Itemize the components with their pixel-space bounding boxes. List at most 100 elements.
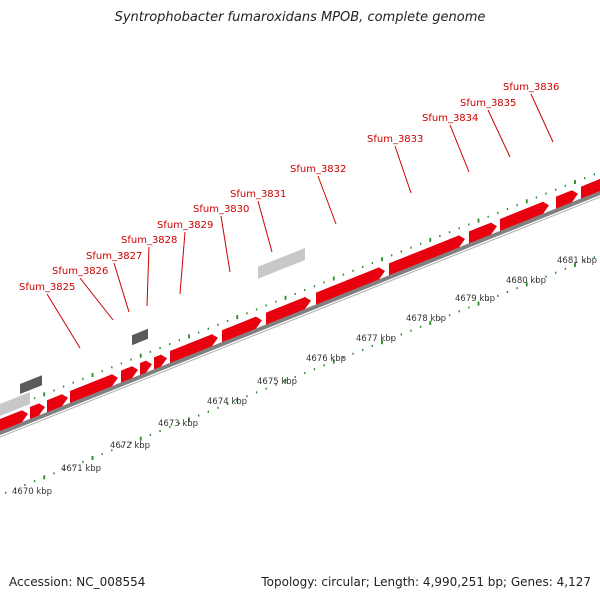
gene-label-pointer xyxy=(179,231,186,295)
cds-feature-9 xyxy=(266,293,316,325)
gene-label-pointer xyxy=(394,145,412,194)
cds-feature-11 xyxy=(389,231,470,276)
grey-feature-mid xyxy=(258,244,310,279)
cds-feature-15-body xyxy=(581,179,600,199)
cds-feature-1-body xyxy=(30,403,45,419)
cds-feature-10 xyxy=(316,263,390,305)
gene-label: Sfum_3834 xyxy=(422,113,478,124)
cds-feature-13 xyxy=(500,197,554,231)
dark-feature-left-highlight xyxy=(20,371,47,384)
scale-label: 4672 kbp xyxy=(110,441,150,451)
scale-label: 4679 kbp xyxy=(455,294,495,304)
dark-feature-mid xyxy=(132,324,153,346)
gene-label-pointer xyxy=(257,200,273,253)
grey-feature-left xyxy=(0,388,35,416)
gene-label-pointer xyxy=(79,277,114,321)
gene-label: Sfum_3830 xyxy=(193,204,249,215)
gene-label-pointer xyxy=(146,246,150,307)
cds-feature-2-body xyxy=(47,394,68,413)
gene-label: Sfum_3836 xyxy=(503,82,559,93)
cds-feature-8-body xyxy=(222,316,262,343)
cds-feature-15 xyxy=(581,177,600,199)
cds-feature-9-highlight xyxy=(266,293,316,313)
cds-feature-12-highlight xyxy=(469,218,502,232)
cds-feature-8-highlight xyxy=(222,312,267,331)
scale-label: 4676 kbp xyxy=(306,354,346,364)
accession-text: Accession: NC_008554 xyxy=(9,575,146,589)
cds-feature-1 xyxy=(30,399,50,419)
cds-feature-11-highlight xyxy=(389,231,470,264)
gene-label: Sfum_3835 xyxy=(460,98,516,109)
dark-feature-left xyxy=(20,371,47,394)
grey-feature-left-highlight xyxy=(0,388,35,404)
cds-feature-12-body xyxy=(469,222,497,244)
cds-feature-0-body xyxy=(0,410,28,432)
cds-feature-4-highlight xyxy=(121,362,143,371)
scale-label: 4673 kbp xyxy=(158,419,198,429)
gene-label-pointer xyxy=(449,124,470,173)
gene-label-pointer xyxy=(317,175,337,225)
scale-label: 4670 kbp xyxy=(12,487,52,497)
cds-feature-14-highlight xyxy=(556,186,583,197)
cds-feature-6 xyxy=(154,350,172,370)
cds-feature-14-body xyxy=(556,190,578,209)
cds-feature-13-highlight xyxy=(500,197,554,219)
cds-feature-2 xyxy=(47,390,73,413)
grey-feature-left-body xyxy=(0,392,30,416)
gene-label-pointer xyxy=(220,215,231,273)
cds-feature-3 xyxy=(70,370,123,403)
cds-feature-12 xyxy=(469,218,502,244)
gene-label: Sfum_3828 xyxy=(121,235,177,246)
gene-label: Sfum_3831 xyxy=(230,189,286,200)
cds-feature-7 xyxy=(170,330,223,363)
gene-label: Sfum_3826 xyxy=(52,266,108,277)
cds-feature-0-highlight xyxy=(0,406,33,420)
cds-feature-3-body xyxy=(70,374,118,403)
grey-feature-mid-body xyxy=(258,248,305,279)
cds-feature-10-highlight xyxy=(316,263,390,293)
cds-feature-15-highlight xyxy=(581,177,600,187)
gene-label-pointer xyxy=(46,293,81,349)
gene-label: Sfum_3829 xyxy=(157,220,213,231)
scale-label: 4678 kbp xyxy=(406,314,446,324)
map-title: Syntrophobacter fumaroxidans MPOB, compl… xyxy=(114,10,486,25)
cds-feature-6-highlight xyxy=(154,350,172,359)
cds-feature-5-highlight xyxy=(140,356,157,365)
dark-feature-left-body xyxy=(20,375,42,394)
scale-label: 4680 kbp xyxy=(506,276,546,286)
cds-feature-2-highlight xyxy=(47,390,73,401)
cds-feature-13-body xyxy=(500,201,549,231)
gene-label: Sfum_3833 xyxy=(367,134,423,145)
gene-label-pointer xyxy=(530,93,554,143)
dark-feature-mid-body xyxy=(132,328,148,346)
backbone-shadow xyxy=(0,196,600,438)
scale-label: 4675 kbp xyxy=(257,377,297,387)
backbone-line xyxy=(0,190,600,436)
genome-summary-text: Topology: circular; Length: 4,990,251 bp… xyxy=(261,575,591,589)
cds-feature-4-body xyxy=(121,366,138,383)
cds-feature-6-body xyxy=(154,354,167,370)
gene-label: Sfum_3832 xyxy=(290,164,346,175)
cds-feature-3-highlight xyxy=(70,370,123,391)
cds-feature-0 xyxy=(0,406,33,432)
dark-feature-mid-highlight xyxy=(132,324,153,336)
cds-feature-4 xyxy=(121,362,143,383)
scale-label: 4674 kbp xyxy=(207,397,247,407)
cds-feature-7-highlight xyxy=(170,330,223,351)
gene-label: Sfum_3825 xyxy=(19,282,75,293)
gene-label-pointer xyxy=(113,262,130,313)
gene-label: Sfum_3827 xyxy=(86,251,142,262)
gene-label-pointer xyxy=(487,109,511,158)
cds-feature-5 xyxy=(140,356,157,375)
cds-feature-11-body xyxy=(389,235,465,276)
cds-feature-8 xyxy=(222,312,267,343)
cds-feature-5-body xyxy=(140,360,152,375)
cds-feature-10-body xyxy=(316,267,385,305)
cds-feature-7-body xyxy=(170,334,218,363)
scale-label: 4681 kbp xyxy=(557,256,597,266)
cds-feature-9-body xyxy=(266,297,311,325)
scale-label: 4671 kbp xyxy=(61,464,101,474)
grey-feature-mid-highlight xyxy=(258,244,310,267)
scale-label: 4677 kbp xyxy=(356,334,396,344)
